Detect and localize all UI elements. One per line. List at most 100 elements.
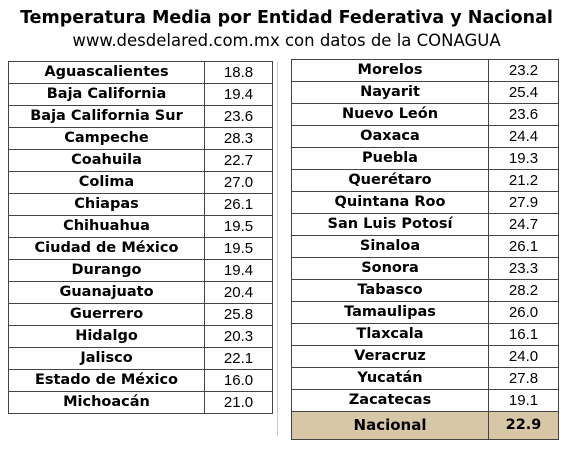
table-row: Hidalgo 20.3 [8,325,273,348]
temperature-table-left: Aguascalientes 18.8 Baja California 19.4 Baj… [8,61,273,414]
table-row: Tamaulipas 26.0 [291,301,559,324]
state-name-cell: Zacatecas [291,389,489,412]
temperature-value-cell: 24.7 [488,213,559,236]
temperature-value-cell: 18.8 [204,61,273,84]
table-row: Zacatecas 19.1 [291,389,559,412]
table-divider [277,62,278,436]
page-title: Temperatura Media por Entidad Federativa… [20,8,553,28]
state-name-cell: Colima [8,171,205,194]
temperature-value-cell: 23.6 [488,103,559,126]
table-body-right: Morelos 23.2 Nayarit 25.4 Nuevo León 23.6 Oaxa… [291,59,559,440]
temperature-value-cell: 25.4 [488,81,559,104]
temperature-value-cell: 27.0 [204,171,273,194]
temperature-value-cell: 20.4 [204,281,273,304]
temperature-value-cell: 16.0 [204,369,273,392]
table-row: Michoacán 21.0 [8,391,273,414]
table-row: Baja California Sur 23.6 [8,105,273,128]
temperature-value-cell: 24.0 [488,345,559,368]
state-name-cell: Nuevo León [291,103,489,126]
page-subtitle: www.desdelared.com.mx con datos de la CO… [72,31,501,50]
table-row: San Luis Potosí 24.7 [291,213,559,236]
table-row: Colima 27.0 [8,171,273,194]
state-name-cell: Michoacán [8,391,205,414]
temperature-value-cell: 21.2 [488,169,559,192]
temperature-value-cell: 22.7 [204,149,273,172]
table-row: Nayarit 25.4 [291,81,559,104]
temperature-value-cell: 21.0 [204,391,273,414]
temperature-value-cell: 20.3 [204,325,273,348]
state-name-cell: Morelos [291,59,489,82]
national-label-cell: Nacional [291,411,489,440]
table-row: Oaxaca 24.4 [291,125,559,148]
temperature-value-cell: 19.3 [488,147,559,170]
state-name-cell: Jalisco [8,347,205,370]
temperature-value-cell: 28.3 [204,127,273,150]
temperature-value-cell: 19.1 [488,389,559,412]
temperature-value-cell: 19.5 [204,215,273,238]
table-row: Quintana Roo 27.9 [291,191,559,214]
state-name-cell: Yucatán [291,367,489,390]
state-name-cell: San Luis Potosí [291,213,489,236]
temperature-value-cell: 26.0 [488,301,559,324]
state-name-cell: Tamaulipas [291,301,489,324]
state-name-cell: Coahuila [8,149,205,172]
temperature-value-cell: 26.1 [204,193,273,216]
table-row: Guanajuato 20.4 [8,281,273,304]
state-name-cell: Guanajuato [8,281,205,304]
temperature-value-cell: 19.4 [204,259,273,282]
state-name-cell: Puebla [291,147,489,170]
temperature-value-cell: 23.3 [488,257,559,280]
state-name-cell: Quintana Roo [291,191,489,214]
temperature-table-right: Morelos 23.2 Nayarit 25.4 Nuevo León 23.6 Oaxa… [291,59,559,440]
table-row: Guerrero 25.8 [8,303,273,326]
state-name-cell: Querétaro [291,169,489,192]
temperature-value-cell: 23.2 [488,59,559,82]
table-row: Sonora 23.3 [291,257,559,280]
state-name-cell: Chiapas [8,193,205,216]
state-name-cell: Sinaloa [291,235,489,258]
state-name-cell: Campeche [8,127,205,150]
temperature-value-cell: 22.1 [204,347,273,370]
state-name-cell: Chihuahua [8,215,205,238]
temperature-value-cell: 23.6 [204,105,273,128]
state-name-cell: Baja California Sur [8,105,205,128]
table-row: Yucatán 27.8 [291,367,559,390]
state-name-cell: Durango [8,259,205,282]
table-row: Estado de México 16.0 [8,369,273,392]
temperature-value-cell: 16.1 [488,323,559,346]
table-row: Jalisco 22.1 [8,347,273,370]
table-row: Puebla 19.3 [291,147,559,170]
table-row: Tabasco 28.2 [291,279,559,302]
state-name-cell: Estado de México [8,369,205,392]
table-row: Querétaro 21.2 [291,169,559,192]
state-name-cell: Nayarit [291,81,489,104]
temperature-value-cell: 27.8 [488,367,559,390]
temperature-value-cell: 19.4 [204,83,273,106]
temperature-value-cell: 27.9 [488,191,559,214]
table-row: Morelos 23.2 [291,59,559,82]
table-row: Aguascalientes 18.8 [8,61,273,84]
table-row: Nuevo León 23.6 [291,103,559,126]
table-row: Veracruz 24.0 [291,345,559,368]
table-row: Tlaxcala 16.1 [291,323,559,346]
state-name-cell: Sonora [291,257,489,280]
state-name-cell: Tabasco [291,279,489,302]
state-name-cell: Guerrero [8,303,205,326]
table-row: Durango 19.4 [8,259,273,282]
table-row: Chihuahua 19.5 [8,215,273,238]
national-value-cell: 22.9 [488,411,559,440]
table-row: Baja California 19.4 [8,83,273,106]
table-row: Campeche 28.3 [8,127,273,150]
temperature-value-cell: 26.1 [488,235,559,258]
table-row: Sinaloa 26.1 [291,235,559,258]
state-name-cell: Hidalgo [8,325,205,348]
table-row: Coahuila 22.7 [8,149,273,172]
table-row: Ciudad de México 19.5 [8,237,273,260]
state-name-cell: Ciudad de México [8,237,205,260]
state-name-cell: Tlaxcala [291,323,489,346]
state-name-cell: Aguascalientes [8,61,205,84]
temperature-value-cell: 24.4 [488,125,559,148]
table-body-left: Aguascalientes 18.8 Baja California 19.4 Baj… [8,61,273,414]
state-name-cell: Baja California [8,83,205,106]
state-name-cell: Oaxaca [291,125,489,148]
